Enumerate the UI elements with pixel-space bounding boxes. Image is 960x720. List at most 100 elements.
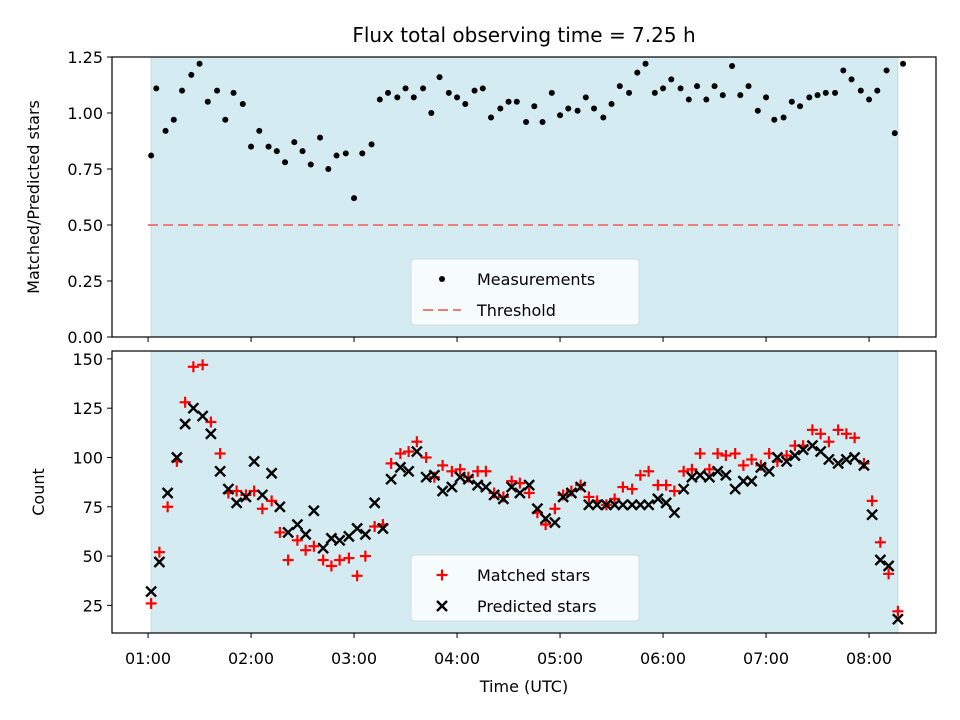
data-point-dot — [204, 98, 211, 105]
legend-item: Predicted stars — [436, 597, 597, 616]
data-point-dot — [891, 130, 898, 137]
data-point-x — [505, 481, 518, 493]
data-point-dot — [660, 85, 667, 92]
data-point-dot — [600, 114, 607, 121]
data-point-dot — [763, 94, 770, 101]
plot-frame — [111, 56, 937, 338]
data-point-x — [248, 455, 260, 468]
data-point-dot — [222, 116, 229, 123]
data-point-dot — [616, 83, 623, 90]
legend-swatch — [439, 276, 445, 282]
data-point-x — [523, 479, 535, 491]
data-point-x — [823, 453, 835, 466]
data-point-x — [411, 445, 423, 458]
data-point-dot — [745, 83, 752, 90]
data-point-dot — [351, 195, 358, 202]
data-point-dot — [239, 101, 246, 108]
data-point-plus — [369, 521, 381, 533]
data-point-plus — [153, 546, 165, 558]
data-point-dot — [771, 116, 778, 123]
data-point-x — [617, 498, 629, 511]
data-point-plus — [214, 448, 226, 460]
data-point-dot — [505, 98, 512, 105]
data-point-x — [882, 560, 895, 572]
data-point-x — [780, 455, 793, 468]
data-point-dot — [273, 148, 280, 155]
data-point-plus — [343, 552, 355, 564]
data-point-plus — [849, 432, 861, 444]
data-point-dot — [857, 87, 864, 94]
data-point-dot — [703, 96, 710, 103]
data-point-plus — [394, 448, 406, 460]
data-point-x — [205, 427, 217, 440]
data-point-x — [265, 467, 278, 480]
data-point-x — [591, 498, 603, 511]
legend-label: Threshold — [476, 301, 556, 320]
data-point-plus — [291, 534, 303, 546]
data-point-x — [514, 487, 526, 499]
data-point-plus — [815, 428, 827, 440]
data-point-x — [840, 453, 853, 466]
data-point-plus — [197, 359, 209, 371]
data-point-dot — [333, 152, 340, 159]
data-point-plus — [660, 479, 672, 491]
y-tick-label: 50 — [83, 547, 103, 566]
data-point-plus — [300, 544, 312, 556]
legend-label: Matched stars — [477, 566, 590, 585]
data-point-x — [488, 489, 500, 501]
data-point-dot — [651, 89, 658, 96]
data-point-dot — [196, 60, 203, 67]
data-point-dot — [479, 85, 486, 92]
data-point-plus — [737, 459, 749, 471]
data-point-dot — [299, 148, 306, 155]
data-point-dot — [376, 96, 383, 103]
data-point-plus — [643, 465, 655, 477]
data-point-x — [866, 508, 878, 521]
data-point-dot — [523, 118, 530, 125]
data-point-x — [703, 471, 716, 484]
data-point-plus — [282, 554, 294, 566]
data-point-plus — [205, 416, 217, 428]
y-tick-label: 75 — [83, 498, 103, 517]
data-point-x — [256, 489, 269, 501]
data-point-dot — [497, 105, 504, 112]
data-point-dot — [531, 103, 538, 110]
data-point-x — [351, 522, 363, 535]
data-point-plus — [746, 453, 758, 465]
data-point-x — [359, 528, 372, 541]
data-point-dot — [368, 141, 375, 148]
data-point-x — [763, 465, 775, 478]
top-panel: 0.00 0.25 0.50 0.75 1.00 1.25 Measurements Thre… — [67, 48, 937, 347]
data-point-dot — [729, 62, 736, 69]
data-point-dot — [642, 60, 649, 67]
data-point-x — [497, 493, 510, 505]
data-point-plus — [668, 485, 680, 497]
plot-frame — [111, 350, 937, 634]
y-tick-label: 0.50 — [67, 216, 103, 235]
data-point-plus — [694, 448, 706, 460]
data-point-x — [549, 516, 561, 529]
data-point-x — [694, 469, 706, 482]
legend-swatch — [436, 569, 448, 581]
data-point-x — [686, 471, 698, 484]
data-point-plus — [832, 424, 844, 436]
data-point-x — [565, 487, 578, 499]
data-point-dot — [265, 143, 272, 150]
data-point-plus — [678, 465, 690, 477]
data-point-dot — [608, 101, 615, 108]
data-point-x — [677, 483, 690, 495]
data-point-plus — [634, 469, 646, 481]
data-point-x — [806, 439, 819, 452]
data-point-dot — [230, 89, 237, 96]
data-point-dot — [557, 112, 564, 119]
data-point-dot — [780, 114, 787, 121]
data-point-plus — [334, 554, 346, 566]
data-point-plus — [403, 446, 415, 458]
data-point-x — [848, 451, 861, 464]
data-point-x — [745, 475, 758, 488]
data-point-x — [874, 554, 887, 566]
y-tick-label: 0.25 — [67, 272, 103, 291]
data-point-plus — [866, 495, 878, 507]
x-tick-label: 02:00 — [228, 649, 274, 668]
data-point-plus — [437, 459, 449, 471]
